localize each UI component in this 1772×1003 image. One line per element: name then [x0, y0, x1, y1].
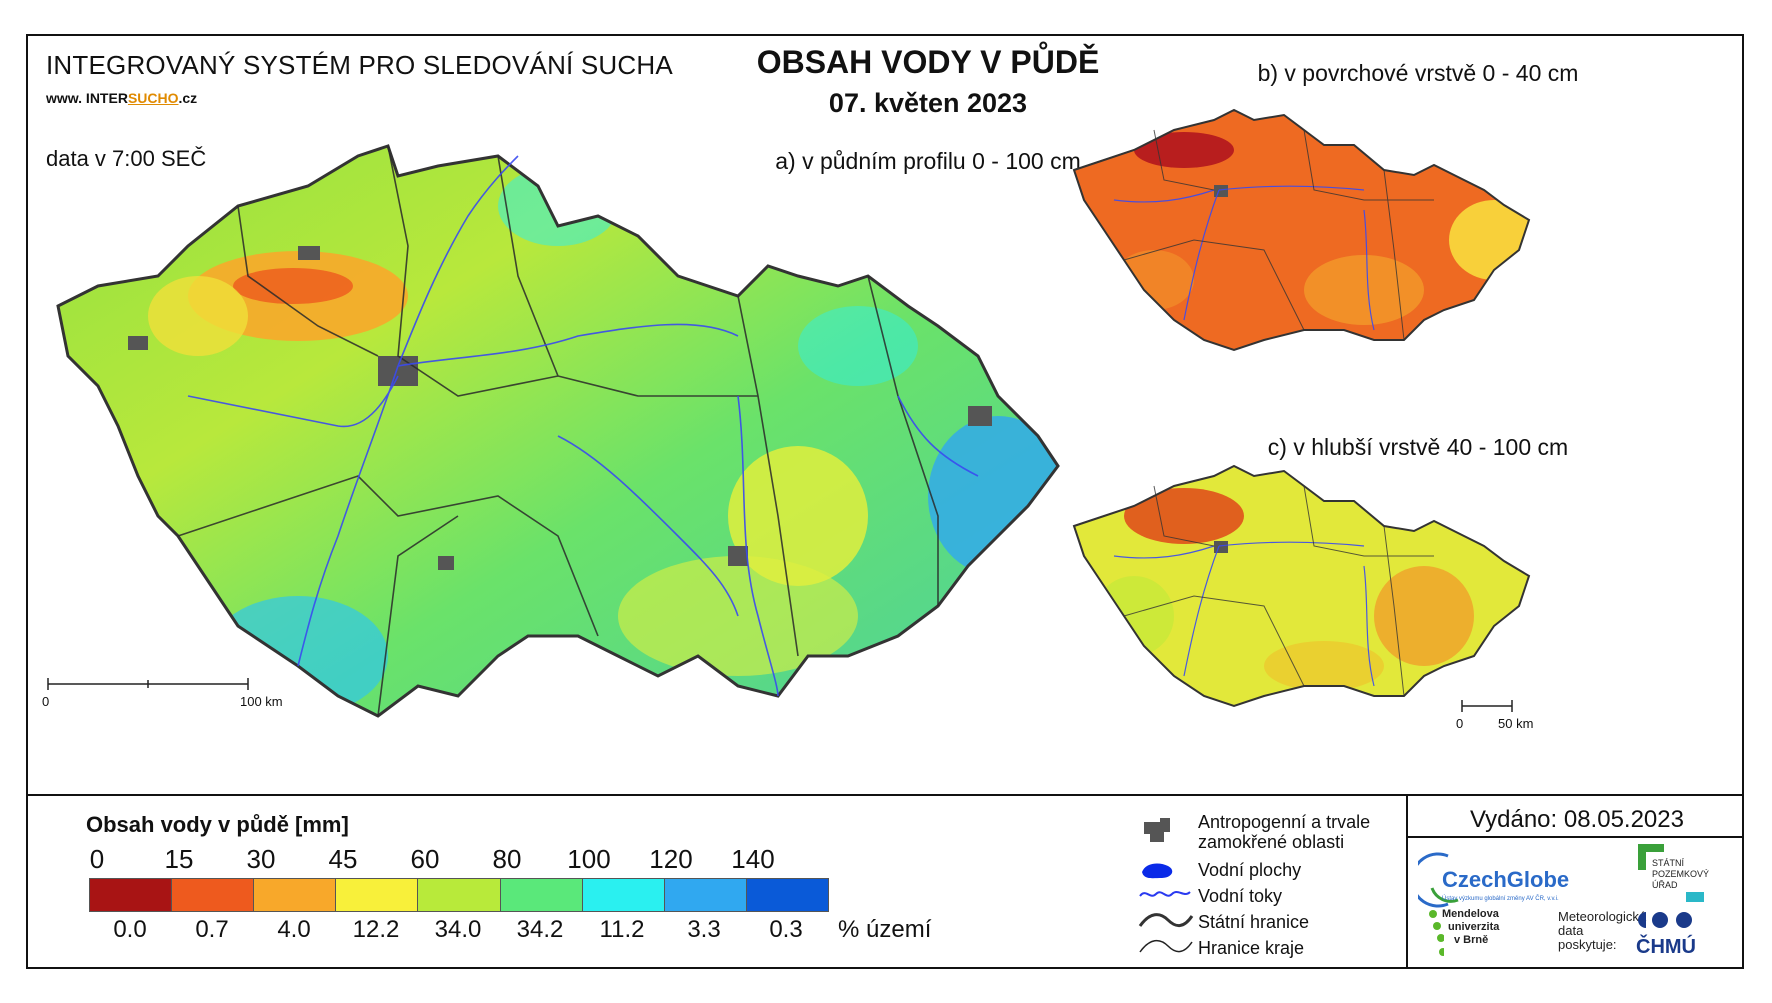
- legend-tick: 30: [246, 844, 276, 874]
- legend-percentage: 4.0: [277, 916, 311, 943]
- dry-area-nw-core: [233, 268, 353, 304]
- legend-state-border-label: Státní hranice: [1198, 912, 1310, 932]
- legend-color-cell: [254, 879, 337, 911]
- prague-area: [378, 356, 418, 386]
- legend-urban-label-1: Antropogenní a trvale: [1198, 812, 1371, 832]
- meteo-line-1: Meteorologická: [1558, 909, 1647, 924]
- meteo-line-2: data: [1558, 923, 1584, 938]
- mendel-line-2: univerzita: [1448, 921, 1500, 933]
- map-c-title: c) v hlubší vrstvě 40 - 100 cm: [1267, 434, 1569, 460]
- issued-divider: [1408, 836, 1742, 838]
- website-link[interactable]: www. INTERSUCHO.cz: [46, 90, 197, 106]
- legend-region-border-label: Hranice kraje: [1198, 938, 1305, 958]
- system-title: INTEGROVANÝ SYSTÉM PRO SLEDOVÁNÍ SUCHA: [46, 50, 673, 80]
- mendel-logo: Mendelova univerzita v Brně: [1428, 908, 1518, 964]
- legend-percentage: 11.2: [599, 916, 645, 943]
- legend-color-cell: [336, 879, 419, 911]
- state-border-icon: [1138, 913, 1194, 927]
- spu-logo: STÁTNÍ POZEMKOVÝ ÚŘAD: [1638, 844, 1738, 904]
- chmu-logo: Meteorologická data poskytuje: ČHMÚ: [1558, 910, 1738, 966]
- legend-tick: 15: [164, 844, 194, 874]
- region-border-icon: [1139, 939, 1193, 953]
- map-c-deep-layer: [1072, 464, 1531, 712]
- map-c-scale-end: 50 km: [1498, 716, 1534, 731]
- legend-urban-label-2: zamokřené oblasti: [1198, 832, 1345, 852]
- spu-mark: [1686, 892, 1704, 902]
- spu-line-3: ÚŘAD: [1652, 880, 1678, 890]
- legend-percentage: 12.2: [352, 916, 400, 943]
- legend-water-label: Vodní plochy: [1198, 860, 1302, 880]
- legend-tick: 45: [328, 844, 358, 874]
- chmu-name: ČHMÚ: [1636, 936, 1696, 958]
- legend-percentage: 34.0: [434, 916, 482, 943]
- legend-color-cell: [582, 879, 665, 911]
- czechglobe-subtitle: Ústav výzkumu globální změny AV ČR, v.v.…: [1442, 896, 1559, 902]
- legend-color-cell: [746, 879, 828, 911]
- water-body-icon: [1142, 863, 1173, 879]
- legend-color-cell: [172, 879, 255, 911]
- website-suffix: .cz: [178, 90, 198, 106]
- czechglobe-logo: CzechGlobe Ústav výzkumu globální změny …: [1418, 848, 1578, 908]
- legend-color-cell: [90, 879, 173, 911]
- percent-unit: % území: [838, 916, 932, 943]
- legend-percentage: 0.3: [769, 916, 803, 943]
- main-title: OBSAH VODY V PŮDĚ: [756, 44, 1100, 80]
- map-c-scale-start: 0: [1456, 716, 1464, 731]
- map-a-scale-start: 0: [42, 694, 50, 709]
- legend-tick: 120: [649, 844, 693, 874]
- river-icon: [1139, 891, 1191, 897]
- map-frame: INTEGROVANÝ SYSTÉM PRO SLEDOVÁNÍ SUCHA w…: [26, 34, 1744, 969]
- legend-percentage: 0.7: [195, 916, 229, 943]
- czechglobe-name: CzechGlobe: [1442, 867, 1570, 892]
- legend-percentage: 34.2: [516, 916, 564, 943]
- legend-color-cell: [664, 879, 747, 911]
- issued-date: Vydáno: 08.05.2023: [1470, 806, 1684, 833]
- map-b-surface-layer: [1072, 108, 1531, 352]
- website-prefix: www. INTER: [46, 90, 128, 106]
- website-highlight: SUCHO: [127, 90, 179, 106]
- legend-percentage: 3.3: [687, 916, 721, 943]
- map-a-scale-end: 100 km: [240, 694, 283, 709]
- legend-tick: 60: [410, 844, 440, 874]
- legend-color-cell: [418, 879, 501, 911]
- data-time: data v 7:00 SEČ: [46, 146, 207, 171]
- legend-tick: 80: [492, 844, 522, 874]
- spu-line-2: POZEMKOVÝ: [1652, 869, 1710, 879]
- urban-area-icon: [1144, 818, 1170, 842]
- map-b-title: b) v povrchové vrstvě 0 - 40 cm: [1257, 60, 1579, 86]
- legend-tick: 140: [731, 844, 775, 874]
- spu-line-1: STÁTNÍ: [1652, 858, 1685, 868]
- legend-tick: 100: [567, 844, 611, 874]
- mendel-line-1: Mendelova: [1442, 908, 1499, 920]
- map-a-title: a) v půdním profilu 0 - 100 cm: [775, 148, 1081, 174]
- chmu-emblem-icon: [1638, 912, 1692, 928]
- legend-tick: 0: [89, 844, 105, 874]
- map-date: 07. květen 2023: [828, 88, 1028, 118]
- legend-divider: [28, 794, 1742, 796]
- mendel-line-3: v Brně: [1454, 934, 1489, 946]
- footer-divider: [1406, 794, 1408, 967]
- legend-river-label: Vodní toky: [1198, 886, 1283, 906]
- map-a-soil-profile: [47, 144, 1060, 718]
- legend-color-cell: [500, 879, 583, 911]
- meteo-line-3: poskytuje:: [1558, 937, 1617, 952]
- legend-colorbar: [89, 878, 829, 912]
- legend-title: Obsah vody v půdě [mm]: [86, 812, 349, 837]
- legend-urban-label: Antropogenní a trvale zamokřené oblasti: [1198, 812, 1370, 852]
- legend-percentage: 0.0: [113, 916, 147, 943]
